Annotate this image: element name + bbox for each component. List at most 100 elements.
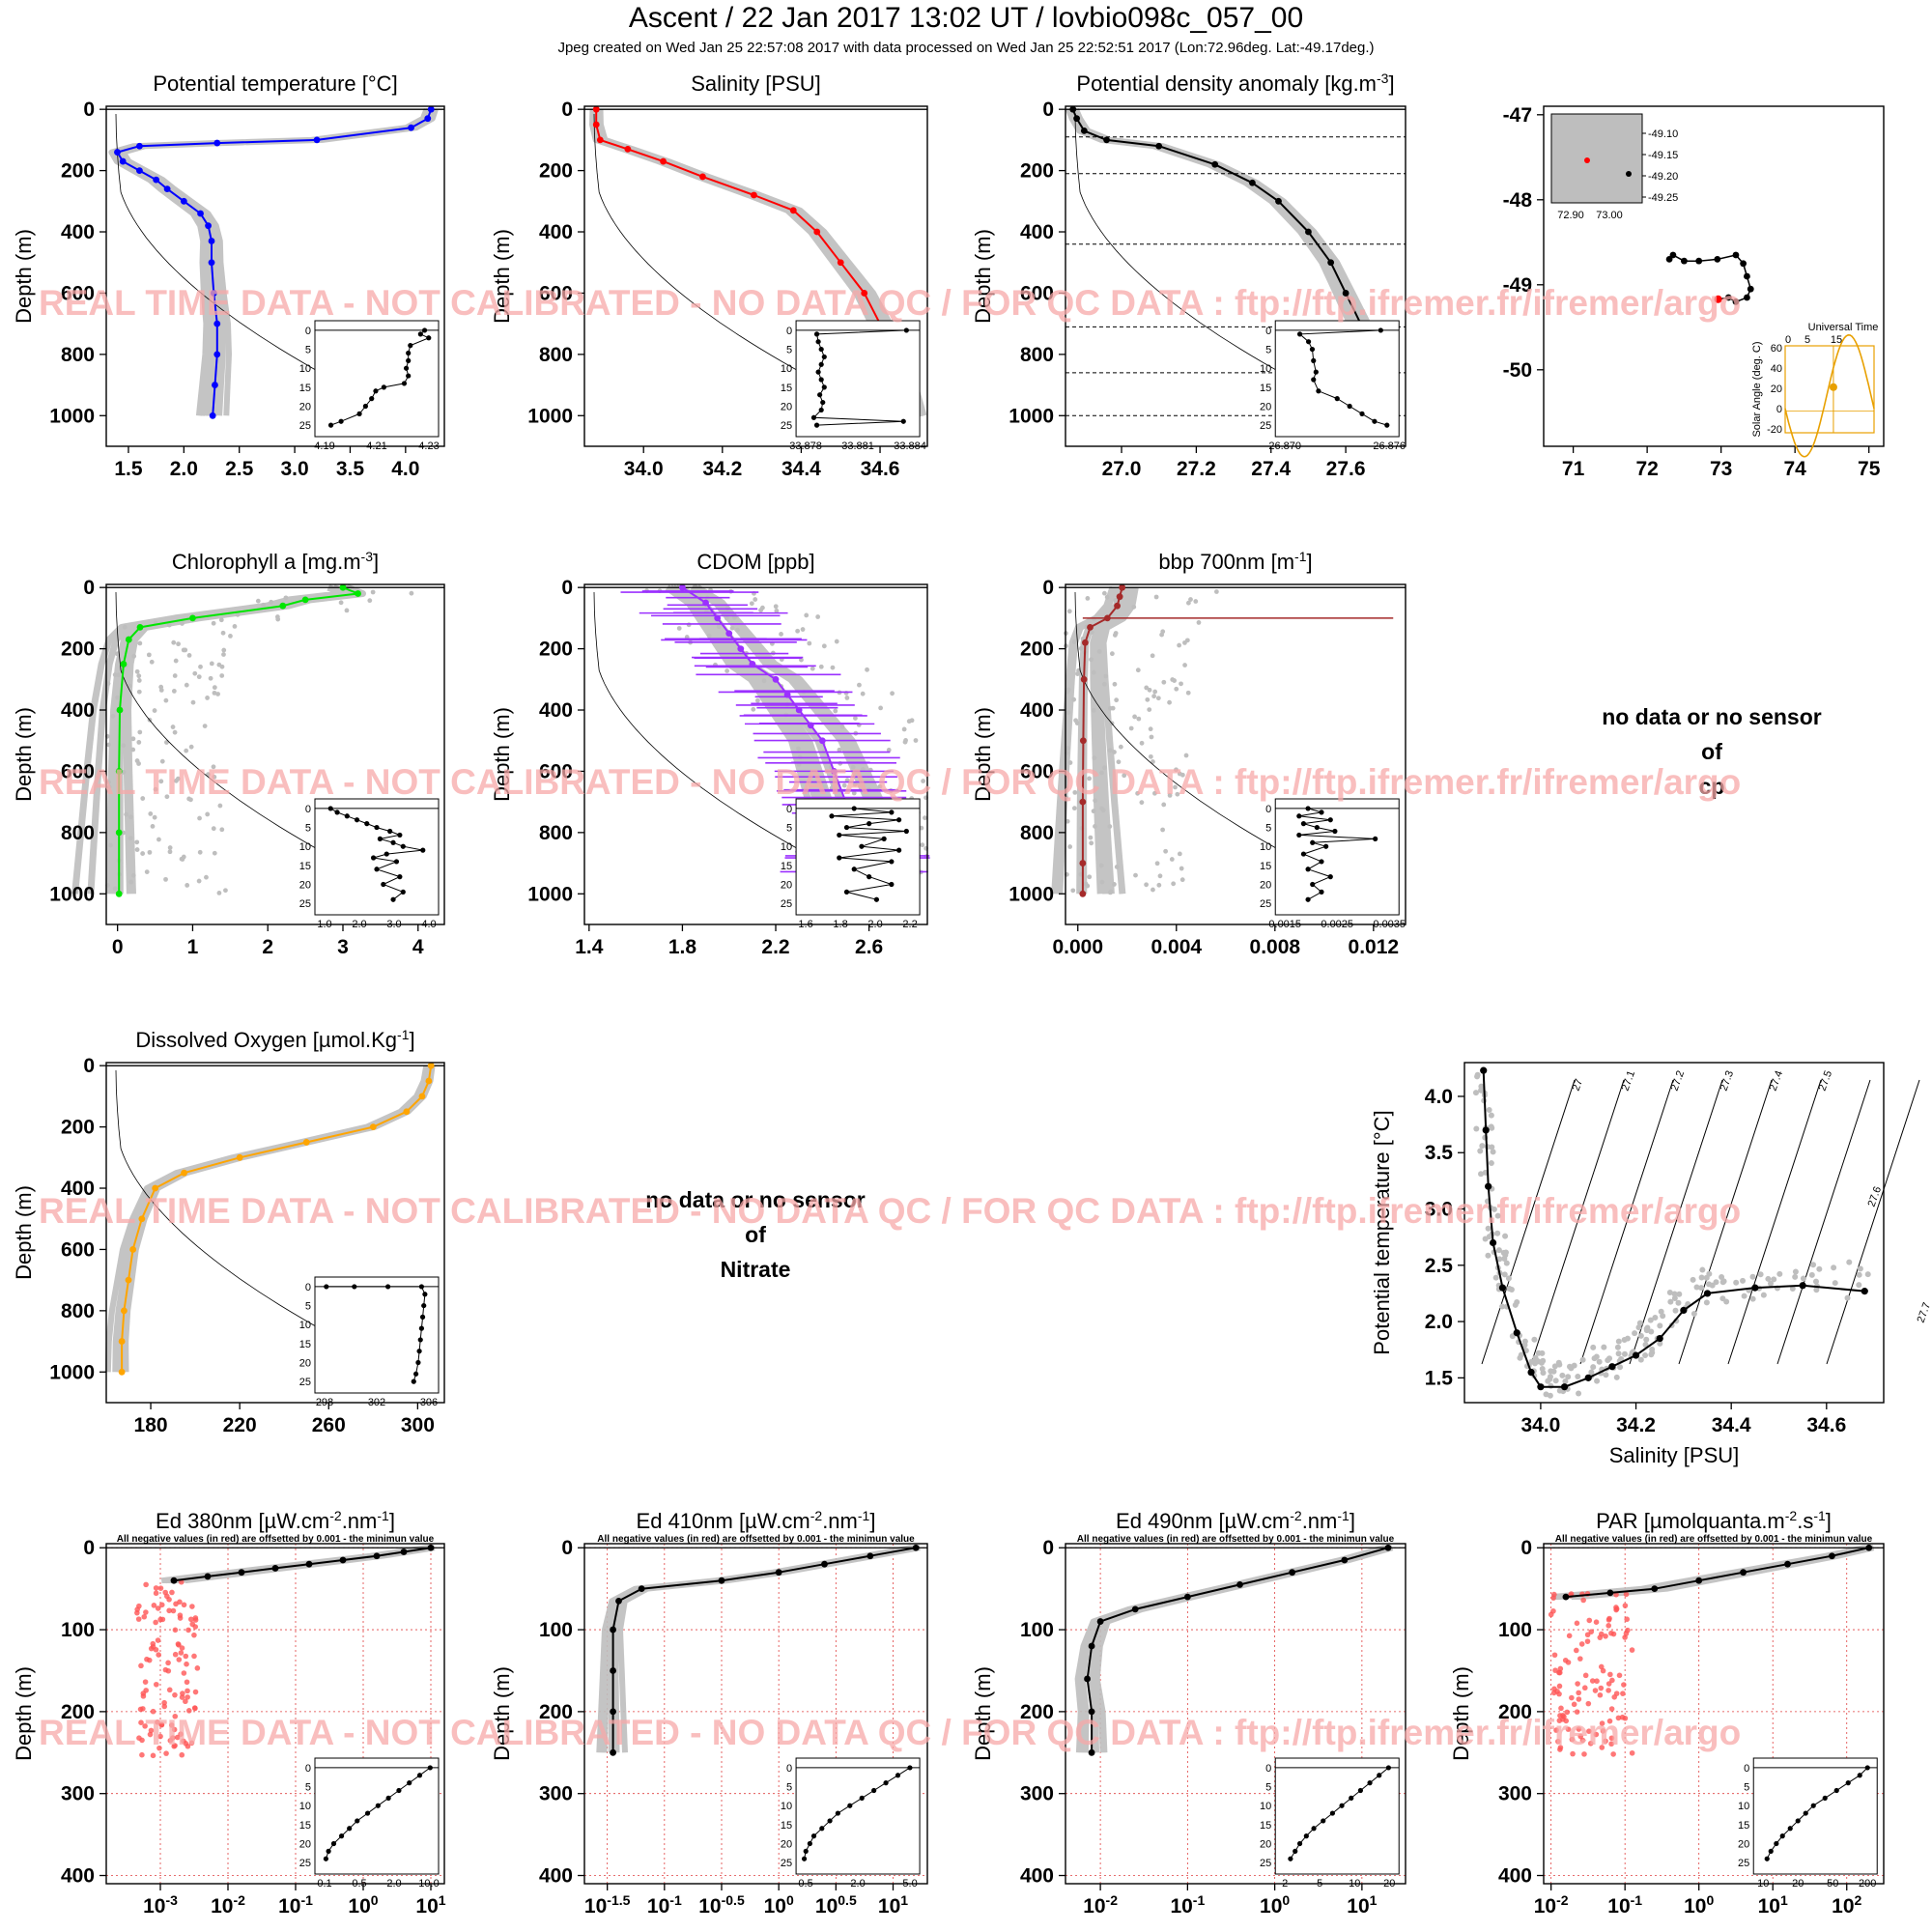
x-tick-label: 1.8 <box>668 936 697 958</box>
history-point <box>105 681 111 687</box>
inset-frame <box>795 798 921 916</box>
data-point <box>197 210 204 217</box>
history-point <box>1760 1292 1767 1298</box>
negative-value-point <box>1605 1681 1612 1687</box>
data-point <box>1784 1560 1791 1568</box>
no-data-nitrate-line2: of <box>745 1222 766 1247</box>
negative-value-point <box>1580 1597 1586 1604</box>
data-point <box>1695 1577 1703 1584</box>
history-point <box>212 685 217 691</box>
inset-point <box>815 369 821 375</box>
inset-point <box>408 343 413 349</box>
history-point <box>269 599 274 605</box>
inset-x-tick-label: 4.23 <box>418 440 439 452</box>
ts-point <box>1498 1284 1507 1292</box>
zoom-lon-label: 73.00 <box>1596 210 1623 221</box>
history-point <box>190 699 196 705</box>
history-point <box>724 668 730 673</box>
history-point <box>1495 1247 1502 1254</box>
history-point <box>818 664 824 669</box>
history-point <box>255 598 261 604</box>
negative-value-point <box>1569 1736 1576 1743</box>
inset-point <box>851 867 857 872</box>
ts-point <box>1703 1290 1712 1297</box>
history-point <box>1163 848 1169 854</box>
history-point <box>1169 857 1175 862</box>
history-point <box>180 857 185 862</box>
inset-x-tick-label: 0.1 <box>317 1878 331 1889</box>
history-point <box>1136 716 1142 722</box>
x-tick-label: 100.5 <box>815 1892 857 1918</box>
data-point <box>1079 890 1087 897</box>
history-point <box>1671 1291 1678 1297</box>
history-point <box>837 747 842 753</box>
y-tick-label: 0 <box>561 577 573 599</box>
history-point <box>1099 879 1105 885</box>
inset-point <box>377 836 384 841</box>
history-point <box>1562 1378 1569 1384</box>
inset-x-tick-label: 33.881 <box>841 440 874 452</box>
history-point <box>923 815 927 821</box>
y-tick-label: 800 <box>1020 344 1054 366</box>
x-tick-label: 10-1 <box>278 1892 313 1918</box>
no-data-cp-line1: no data or no sensor <box>1602 704 1822 729</box>
inset-point <box>421 327 428 333</box>
inset-point <box>1309 346 1316 353</box>
y-tick-label: 1000 <box>49 1361 95 1383</box>
history-point <box>1832 1280 1838 1287</box>
history-point <box>1846 1259 1853 1265</box>
plot-cdom: CDOM [ppb]1.4 1.8 2.2 2.602004006008001000D… <box>490 550 930 958</box>
history-point <box>1533 1356 1540 1363</box>
history-point <box>1179 866 1184 871</box>
data-point <box>427 1062 435 1069</box>
inset-y-tick-label: 5 <box>1744 1782 1749 1794</box>
negative-value-point <box>144 1656 150 1662</box>
history-point <box>1093 798 1098 804</box>
x-tick-label: 10-0.5 <box>698 1892 745 1918</box>
data-point <box>339 583 347 591</box>
history-point <box>749 601 754 607</box>
history-point <box>1552 1378 1559 1384</box>
history-point <box>1177 642 1182 648</box>
history-point <box>1107 824 1113 829</box>
inset-point <box>896 847 902 853</box>
plot-frame-dens <box>1065 105 1406 447</box>
inset-y-tick-label: 0 <box>305 804 311 815</box>
y-tick-label: 200 <box>1020 1701 1054 1723</box>
data-point <box>209 412 216 419</box>
negative-value-point <box>1615 1715 1622 1721</box>
negative-value-point <box>1610 1751 1616 1757</box>
negative-value-point <box>1606 1615 1612 1622</box>
history-point <box>370 589 376 595</box>
history-point <box>1091 809 1096 814</box>
data-point <box>208 259 215 267</box>
inset-y-tick-label: 20 <box>299 1358 311 1370</box>
history-point <box>1478 1171 1485 1178</box>
inset-y-tick-label: 15 <box>781 1820 792 1832</box>
inset-y-tick-label: 5 <box>305 1301 311 1313</box>
history-point <box>760 605 765 611</box>
inset-point <box>817 392 823 398</box>
history-point <box>409 590 414 596</box>
negative-value-point <box>1620 1690 1626 1696</box>
history-point <box>1167 699 1172 705</box>
history-point <box>127 683 132 689</box>
inset-y-tick-label: 20 <box>299 880 311 892</box>
inset-point <box>889 859 895 865</box>
data-point <box>592 121 600 128</box>
profile-line-chla <box>118 586 359 895</box>
inset-point <box>401 381 408 386</box>
negative-value-point <box>1613 1606 1619 1613</box>
negative-value-point <box>158 1602 165 1608</box>
data-point <box>212 382 218 388</box>
history-point <box>218 617 224 623</box>
inset-point <box>396 1787 402 1794</box>
history-point <box>1768 1280 1775 1287</box>
inset-x-tick-label: 200 <box>1859 1878 1876 1889</box>
inset-line <box>831 808 907 900</box>
inset-point <box>364 821 370 827</box>
profile-line-ed380 <box>173 1547 432 1582</box>
inset-point <box>851 806 857 811</box>
history-point <box>1100 808 1106 813</box>
inset-point <box>419 1314 426 1320</box>
